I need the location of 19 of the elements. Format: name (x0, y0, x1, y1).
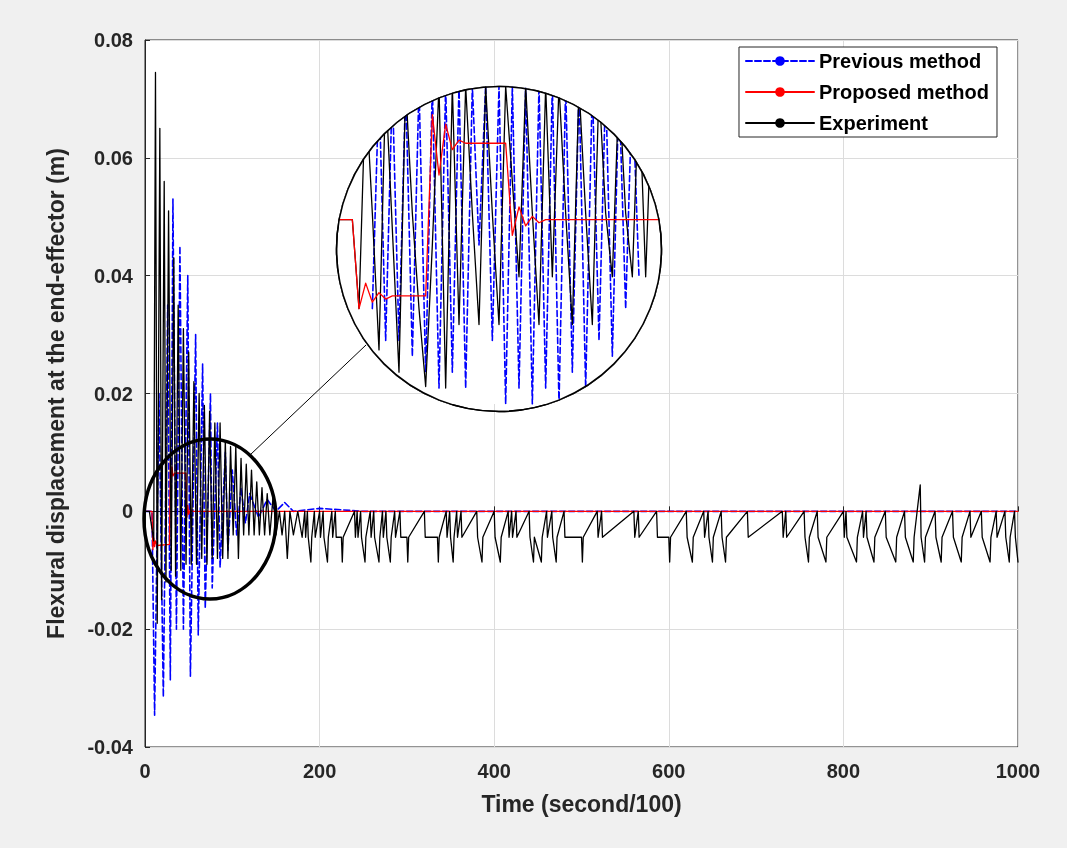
legend-label: Previous method (818, 50, 982, 72)
x-tick-label: 400 (477, 760, 511, 782)
legend-label: Proposed method (818, 81, 990, 103)
x-tick-label: 1000 (995, 760, 1041, 782)
y-axis-title: Flexural displacement at the end-effector (m) (42, 148, 69, 639)
y-tick-label: 0 (121, 500, 133, 523)
x-tick-label: 200 (302, 760, 337, 782)
x-tick-label: 800 (826, 760, 861, 782)
y-tick-label: 0.06 (94, 146, 133, 169)
x-tick-label: 0 (139, 760, 151, 782)
y-tick-label: 0.04 (94, 264, 134, 287)
x-tick-label: 600 (652, 760, 686, 782)
line-series (144, 71, 1019, 624)
legend-label: Experiment (818, 112, 929, 134)
y-tick-label: 0.02 (94, 382, 133, 405)
y-tick-label: -0.02 (87, 618, 133, 641)
x-axis-title: Time (second/100) (481, 790, 682, 817)
y-tick-label: -0.04 (87, 736, 134, 758)
y-tick-label: 0.08 (94, 29, 133, 51)
